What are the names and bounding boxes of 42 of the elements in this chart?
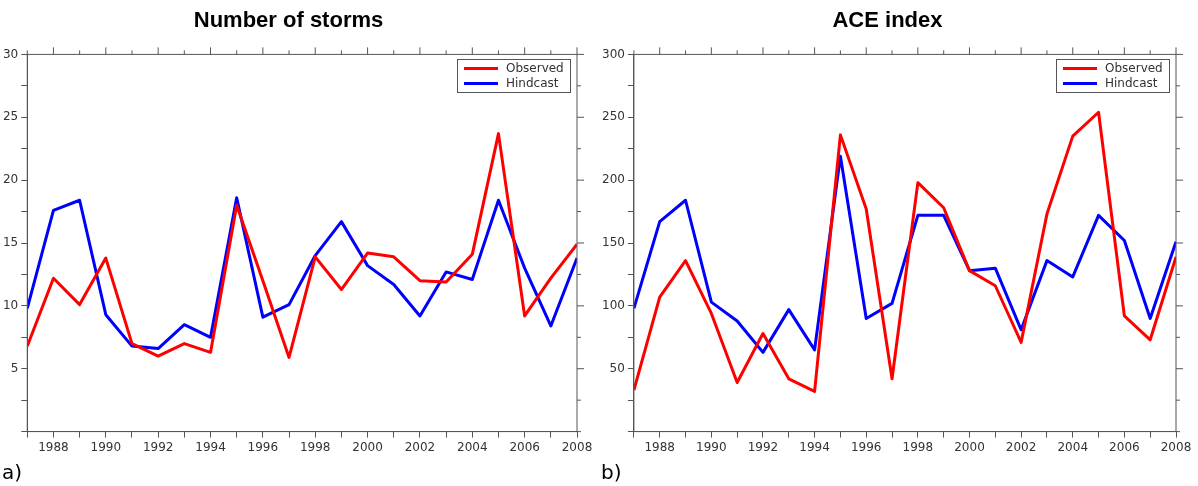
x-tick-label: 2002: [404, 439, 436, 454]
x-tick-label: 2000: [954, 439, 985, 454]
x-tick-label: 1992: [142, 439, 174, 454]
y-tick-label: 15: [2, 235, 19, 250]
y-tick-label: 250: [602, 109, 625, 124]
x-tick-label: 1996: [850, 439, 882, 454]
x-tick-label: 1988: [644, 439, 675, 454]
x-tick-label: 2000: [352, 439, 383, 454]
x-tick-label: 2004: [457, 439, 488, 454]
y-tick-label: 5: [10, 360, 19, 375]
y-tick-label: 20: [2, 172, 19, 187]
x-tick-label: 1988: [38, 439, 69, 454]
x-tick-label: 1990: [696, 439, 727, 454]
x-tick-label: 2002: [1005, 439, 1037, 454]
legend-label: Hindcast: [1105, 76, 1158, 91]
legend-label: Hindcast: [506, 76, 559, 91]
x-tick-label: 1992: [747, 439, 779, 454]
x-tick-label: 1990: [90, 439, 122, 454]
legend-label: Observed: [1105, 61, 1163, 76]
y-tick-label: 100: [602, 297, 625, 312]
y-tick-label: 10: [2, 297, 19, 312]
x-tick-label: 2008: [1160, 439, 1192, 454]
x-tick-label: 2008: [561, 439, 593, 454]
y-tick-label: 25: [2, 109, 19, 124]
x-tick-label: 2006: [509, 439, 540, 454]
chart-title: Number of storms: [193, 7, 384, 33]
x-tick-label: 1996: [247, 439, 279, 454]
y-tick-label: 300: [602, 46, 625, 61]
y-tick-label: 150: [602, 235, 625, 250]
text: a): [2, 460, 23, 484]
y-tick-label: 50: [609, 360, 625, 375]
x-tick-label: 2006: [1109, 439, 1140, 454]
chart-title: ACE index: [832, 7, 944, 33]
legend-label: Observed: [506, 61, 564, 76]
y-tick-label: 200: [602, 172, 625, 187]
text: b): [601, 460, 622, 484]
y-tick-label: 30: [2, 46, 19, 61]
x-tick-label: 1998: [299, 439, 331, 454]
x-tick-label: 1994: [195, 439, 226, 454]
x-tick-label: 1994: [799, 439, 830, 454]
x-tick-label: 2004: [1057, 439, 1089, 454]
x-tick-label: 1998: [902, 439, 934, 454]
